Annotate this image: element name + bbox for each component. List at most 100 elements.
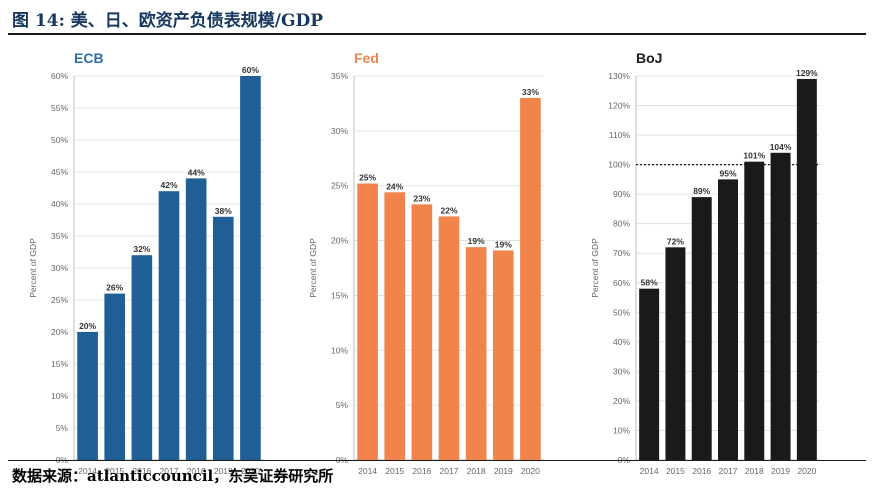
y-tick-label: 10% [51,391,68,401]
value-label: 19% [468,236,485,246]
x-tick-label: 2018 [745,466,764,476]
bar-2014 [639,288,660,460]
value-label: 26% [106,283,123,293]
value-label: 33% [522,87,539,97]
y-tick-label: 40% [51,199,68,209]
figure-title: 图 14: 美、日、欧资产负债表规模/GDP [12,11,324,31]
y-tick-label: 90% [613,189,630,199]
value-label: 20% [79,321,96,331]
bar-2015 [665,247,686,460]
value-label: 24% [386,181,403,191]
y-tick-label: 80% [613,219,630,229]
bar-2017 [438,216,460,460]
value-label: 44% [188,167,205,177]
y-tick-label: 110% [609,130,631,140]
y-tick-label: 70% [613,248,630,258]
x-tick-label: 2014 [78,466,97,476]
bar-2016 [411,204,433,460]
y-tick-label: 20% [613,396,630,406]
x-tick-label: 2020 [521,466,540,476]
x-tick-label: 2020 [241,466,260,476]
bar-2016 [691,197,712,460]
x-tick-label: 2017 [719,466,738,476]
top-rule [8,33,866,35]
y-tick-label: 60% [613,278,630,288]
x-tick-label: 2015 [105,466,124,476]
bar-2018 [744,161,765,460]
x-tick-label: 2016 [132,466,151,476]
x-tick-label: 2014 [358,466,377,476]
value-label: 25% [359,173,376,183]
y-axis-label: Percent of GDP [308,238,318,298]
y-tick-label: 30% [51,263,68,273]
bar-2017 [158,191,180,460]
bar-2017 [718,179,738,460]
chart-title: BoJ [636,50,662,66]
y-tick-label: 25% [331,181,348,191]
y-tick-label: 5% [56,423,69,433]
x-tick-label: 2019 [771,466,790,476]
x-tick-label: 2019 [494,466,513,476]
y-tick-label: 30% [331,126,348,136]
y-tick-label: 45% [51,167,68,177]
y-tick-label: 60% [51,71,68,81]
boj-chart: BoJ0%10%20%30%40%50%60%70%80%90%100%110%… [590,50,820,476]
x-tick-label: 2014 [640,466,659,476]
ecb-chart: ECB0%5%10%15%20%25%30%35%40%45%50%55%60%… [28,50,264,476]
bar-2014 [357,183,378,460]
x-tick-label: 2017 [440,466,459,476]
bar-2015 [384,192,406,460]
y-tick-label: 40% [613,337,630,347]
y-tick-label: 20% [331,236,348,246]
bar-2018 [465,247,487,460]
value-label: 129% [796,68,818,78]
value-label: 38% [215,206,232,216]
bar-2016 [131,255,153,460]
value-label: 89% [693,186,710,196]
y-tick-label: 130% [608,71,630,81]
y-axis-label: Percent of GDP [28,238,38,298]
y-tick-label: 100% [608,160,630,170]
y-tick-label: 35% [331,71,348,81]
x-tick-label: 2018 [187,466,206,476]
value-label: 104% [770,142,792,152]
x-tick-label: 2015 [385,466,404,476]
bar-2020 [796,78,817,460]
bar-2019 [770,152,791,461]
chart-title: ECB [74,50,104,66]
y-tick-label: 15% [51,359,68,369]
x-tick-label: 2015 [666,466,685,476]
x-tick-label: 2020 [797,466,816,476]
bar-2015 [104,293,126,460]
value-label: 101% [743,151,765,161]
x-tick-label: 2016 [412,466,431,476]
bar-2020 [240,76,261,460]
x-tick-label: 2017 [160,466,179,476]
y-tick-label: 120% [608,101,630,111]
x-tick-label: 2018 [467,466,486,476]
value-label: 32% [133,244,150,254]
x-tick-label: 2016 [692,466,711,476]
y-tick-label: 35% [51,231,68,241]
value-label: 23% [413,193,430,203]
y-tick-label: 30% [613,366,630,376]
bar-2019 [212,216,234,460]
value-label: 60% [242,65,259,75]
value-label: 22% [440,205,457,215]
y-tick-label: 10% [331,345,348,355]
y-tick-label: 5% [336,400,349,410]
bar-2018 [185,178,207,460]
chart-title: Fed [354,50,379,66]
bar-2014 [77,332,98,460]
source-note: 数据来源：atlanticcouncil，东吴证券研究所 [12,467,334,485]
y-axis-label: Percent of GDP [590,238,600,298]
bar-2019 [492,250,514,460]
y-tick-label: 15% [331,290,348,300]
y-tick-label: 25% [51,295,68,305]
y-tick-label: 50% [51,135,68,145]
y-tick-label: 20% [51,327,68,337]
bottom-rule [8,460,866,461]
bar-2020 [520,97,541,460]
y-tick-label: 50% [613,307,630,317]
